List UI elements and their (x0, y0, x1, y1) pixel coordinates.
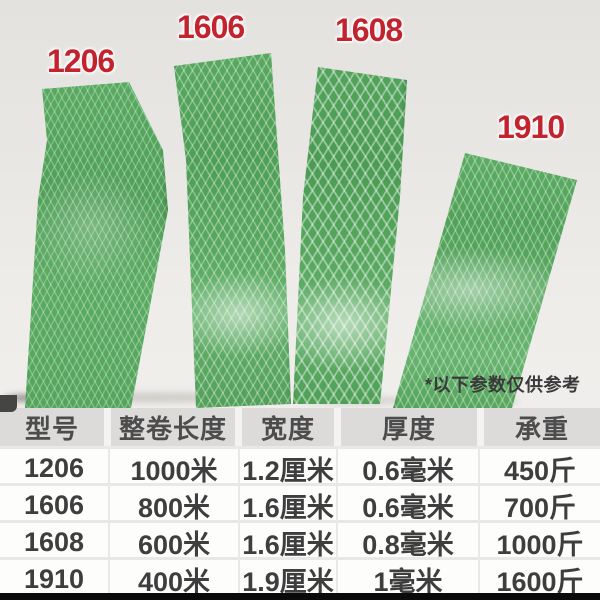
spec-cell: 800米 (108, 486, 238, 525)
spec-cell: 1.6厘米 (238, 523, 336, 562)
header-cell-length: 整卷长度 (111, 408, 235, 446)
corner-mark (0, 395, 17, 412)
spec-table: 型号 整卷长度 宽度 厚度 承重 1206 1000米 1.2厘米 0.6毫米 … (0, 408, 600, 600)
bottom-bar (0, 593, 600, 600)
spec-cell: 1.9厘米 (238, 560, 336, 599)
ground-shadow (55, 392, 245, 403)
spec-cell: 1000斤 (478, 523, 600, 562)
spec-cell: 1.2厘米 (238, 449, 336, 488)
table-row: 1608 600米 1.6厘米 0.8毫米 1000斤 (0, 523, 600, 562)
spec-cell: 1000米 (108, 449, 238, 488)
spec-cell: 1606 (23, 490, 85, 520)
model-label-1608: 1608 (335, 12, 403, 48)
strap-texture (393, 153, 577, 408)
spec-cell: 1.6厘米 (238, 486, 336, 525)
spec-cell: 1608 (23, 527, 85, 557)
table-row: 1606 800米 1.6厘米 0.6毫米 700斤 (0, 486, 600, 525)
header-cell-load: 承重 (484, 408, 600, 446)
spec-table-header: 型号 整卷长度 宽度 厚度 承重 (0, 408, 600, 446)
spec-cell: 1206 (23, 453, 85, 483)
header-cell-thickness: 厚度 (341, 408, 477, 446)
spec-cell: 1毫米 (336, 560, 478, 599)
spec-cell: 400米 (108, 560, 238, 599)
header-cell-model: 型号 (0, 408, 104, 446)
model-label-1910: 1910 (497, 109, 565, 145)
product-photo: 1206 1606 1608 1910 *以下参数仅供参考 (0, 0, 600, 408)
table-row: 1206 1000米 1.2厘米 0.6毫米 450斤 (0, 449, 600, 488)
model-label-1606: 1606 (177, 9, 245, 45)
spec-cell: 0.6毫米 (336, 486, 478, 525)
strap-1206 (25, 82, 168, 408)
spec-cell: 600米 (108, 523, 238, 562)
spec-cell: 450斤 (478, 449, 600, 488)
spec-cell: 1910 (23, 564, 85, 594)
table-row: 1910 400米 1.9厘米 1毫米 1600斤 (0, 560, 600, 599)
spec-cell: 700斤 (478, 486, 600, 525)
spec-cell: 0.6毫米 (336, 449, 478, 488)
strap-1606 (174, 53, 291, 408)
strap-1608 (293, 67, 407, 404)
spec-cell: 1600斤 (478, 560, 600, 599)
strap-texture (25, 82, 168, 408)
model-label-1206: 1206 (47, 43, 115, 79)
reference-note: *以下参数仅供参考 (425, 375, 581, 395)
strap-1910 (393, 153, 577, 408)
header-cell-width: 宽度 (242, 408, 334, 446)
strap-texture (174, 53, 291, 408)
spec-cell: 0.8毫米 (336, 523, 478, 562)
strap-texture (293, 67, 407, 404)
